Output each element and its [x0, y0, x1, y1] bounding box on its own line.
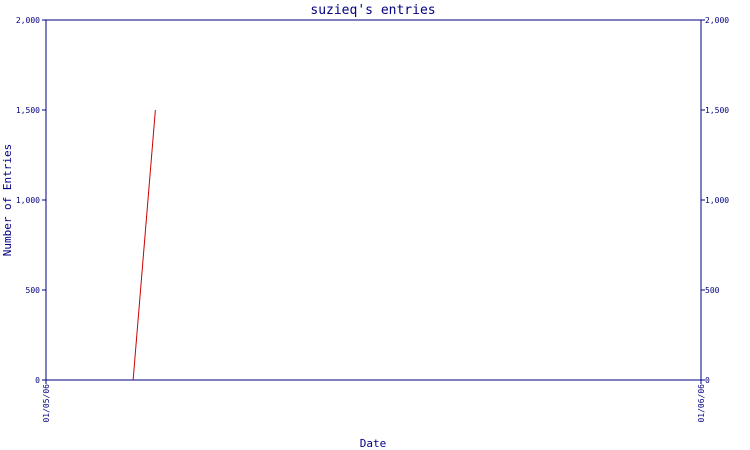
x-ticks: 01/05/06 01/06/06 [42, 380, 706, 423]
y-ticks-right: 0 500 1,000 1,500 2,000 [701, 16, 729, 385]
axes-layer [45, 19, 702, 381]
y-axis-label: Number of Entries [1, 144, 14, 257]
series-line [132, 109, 156, 381]
x-axis-label: Date [360, 437, 387, 450]
y-tick-label-left: 2,000 [16, 16, 40, 25]
y-tick-label-left: 0 [35, 376, 40, 385]
y-tick-label-right: 0 [705, 376, 710, 385]
x-tick-label: 01/06/06 [697, 384, 706, 423]
chart-title: suzieq's entries [310, 3, 435, 18]
y-tick-label-right: 2,000 [705, 16, 729, 25]
y-tick-label-left: 500 [26, 286, 41, 295]
y-tick-label-right: 500 [705, 286, 720, 295]
y-tick-label-left: 1,000 [16, 196, 40, 205]
y-tick-label-right: 1,000 [705, 196, 729, 205]
y-tick-label-left: 1,500 [16, 106, 40, 115]
y-tick-label-right: 1,500 [705, 106, 729, 115]
series-layer [132, 109, 156, 381]
x-tick-label: 01/05/06 [42, 384, 51, 423]
y-ticks-left: 0 500 1,000 1,500 2,000 [16, 16, 46, 385]
